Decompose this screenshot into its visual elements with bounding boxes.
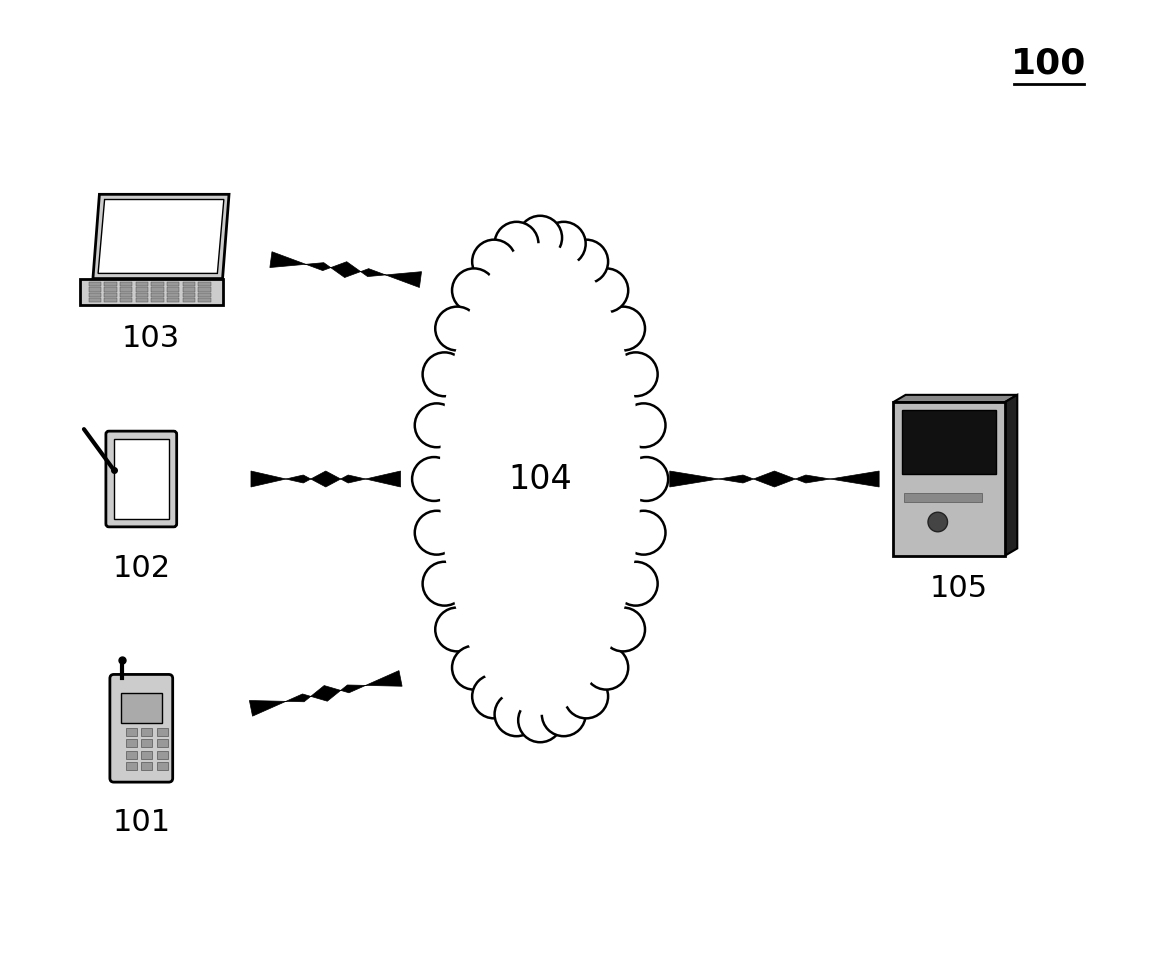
Bar: [157, 728, 168, 736]
Circle shape: [621, 511, 666, 554]
Ellipse shape: [439, 244, 640, 714]
Bar: [157, 751, 168, 759]
Bar: [89, 298, 102, 302]
Circle shape: [613, 562, 658, 606]
Bar: [141, 728, 152, 736]
Text: 102: 102: [112, 553, 171, 583]
Polygon shape: [270, 251, 422, 288]
Polygon shape: [79, 278, 223, 305]
Bar: [141, 751, 152, 759]
FancyBboxPatch shape: [110, 674, 173, 783]
Circle shape: [452, 269, 496, 313]
Polygon shape: [251, 471, 401, 487]
Polygon shape: [669, 471, 880, 487]
Bar: [89, 282, 102, 286]
Bar: [120, 298, 132, 302]
Circle shape: [613, 352, 658, 396]
Circle shape: [584, 645, 628, 690]
Circle shape: [423, 352, 466, 396]
Circle shape: [564, 674, 609, 718]
Bar: [104, 282, 117, 286]
Bar: [141, 739, 152, 747]
Bar: [199, 298, 211, 302]
Bar: [152, 282, 164, 286]
Bar: [199, 282, 211, 286]
FancyBboxPatch shape: [120, 693, 162, 723]
Bar: [157, 739, 168, 747]
Text: 104: 104: [508, 462, 572, 496]
Bar: [152, 288, 164, 292]
Circle shape: [519, 216, 562, 260]
Bar: [182, 292, 195, 297]
Circle shape: [494, 222, 538, 266]
Circle shape: [624, 457, 668, 501]
Text: 103: 103: [123, 324, 180, 354]
Circle shape: [564, 240, 609, 284]
Bar: [135, 298, 148, 302]
Bar: [902, 409, 996, 475]
Text: 101: 101: [112, 808, 171, 837]
Circle shape: [472, 674, 516, 718]
Circle shape: [452, 645, 496, 690]
Bar: [120, 292, 132, 297]
Circle shape: [621, 404, 666, 447]
Circle shape: [423, 562, 466, 606]
Bar: [199, 292, 211, 297]
Bar: [904, 493, 982, 502]
Polygon shape: [250, 670, 402, 716]
Bar: [152, 298, 164, 302]
Bar: [120, 288, 132, 292]
Bar: [135, 282, 148, 286]
Bar: [167, 298, 180, 302]
Bar: [89, 288, 102, 292]
FancyBboxPatch shape: [106, 432, 176, 526]
Bar: [126, 751, 137, 759]
Text: 100: 100: [1011, 46, 1086, 81]
Circle shape: [584, 269, 628, 313]
Bar: [104, 288, 117, 292]
Bar: [157, 762, 168, 770]
Circle shape: [415, 404, 459, 447]
Bar: [167, 282, 180, 286]
Bar: [152, 292, 164, 297]
Bar: [182, 288, 195, 292]
Bar: [104, 292, 117, 297]
Bar: [182, 282, 195, 286]
Circle shape: [602, 307, 645, 350]
Bar: [135, 288, 148, 292]
Polygon shape: [98, 199, 224, 273]
Circle shape: [929, 512, 947, 532]
Circle shape: [436, 307, 479, 350]
Circle shape: [415, 511, 459, 554]
Bar: [199, 288, 211, 292]
FancyBboxPatch shape: [113, 439, 168, 519]
Circle shape: [494, 692, 538, 737]
Circle shape: [436, 607, 479, 651]
Bar: [104, 298, 117, 302]
Bar: [126, 762, 137, 770]
Circle shape: [412, 457, 456, 501]
Ellipse shape: [443, 246, 638, 713]
Text: 105: 105: [930, 573, 988, 602]
Bar: [894, 402, 1004, 556]
Bar: [141, 762, 152, 770]
Polygon shape: [894, 395, 1017, 402]
Bar: [89, 292, 102, 297]
Bar: [120, 282, 132, 286]
Bar: [135, 292, 148, 297]
Bar: [126, 739, 137, 747]
Circle shape: [472, 240, 516, 284]
Bar: [182, 298, 195, 302]
Polygon shape: [93, 195, 229, 278]
Circle shape: [542, 692, 585, 737]
Circle shape: [542, 222, 585, 266]
Circle shape: [602, 607, 645, 651]
Bar: [126, 728, 137, 736]
Circle shape: [519, 698, 562, 742]
Polygon shape: [1004, 395, 1017, 556]
Bar: [167, 288, 180, 292]
Bar: [167, 292, 180, 297]
